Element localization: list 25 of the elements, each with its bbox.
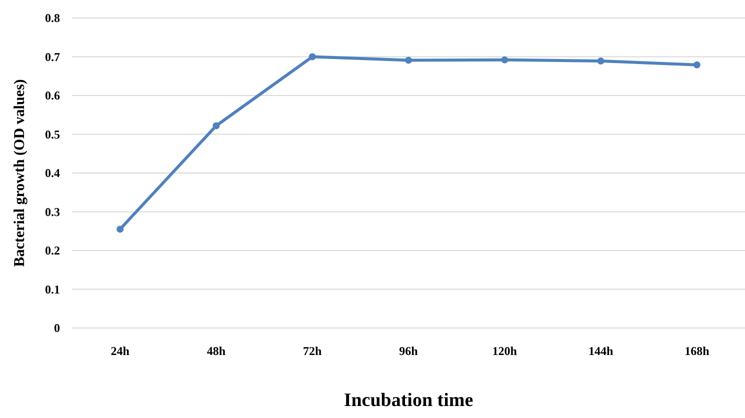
y-tick-label: 0.1 [45,282,60,296]
x-axis-title: Incubation time [344,390,474,411]
x-tick-label: 168h [684,344,710,358]
point [116,226,124,233]
x-tick-label: 144h [588,344,614,358]
y-tick-label: 0.4 [45,166,60,180]
y-tick-label: 0.7 [45,50,60,64]
y-tick-label: 0.2 [45,244,60,258]
y-tick-label: 0.8 [45,11,60,26]
point [693,61,700,68]
point [597,58,604,65]
point [212,122,220,130]
y-tick-label: 0.6 [45,88,60,103]
x-tick-label: 72h [303,344,322,358]
y-axis-title: Bacterial growth (OD values) [12,79,28,267]
point [308,53,316,60]
y-tick-label: 0 [54,321,60,336]
point [405,56,412,64]
y-tick-label: 0.3 [45,204,60,219]
y-tick-label: 0.5 [45,127,60,142]
x-tick-label: 120h [492,344,518,358]
x-tick-label: 24h [110,344,130,358]
x-tick-label: 96h [399,344,418,358]
point [501,56,508,64]
x-tick-label: 48h [206,344,226,358]
